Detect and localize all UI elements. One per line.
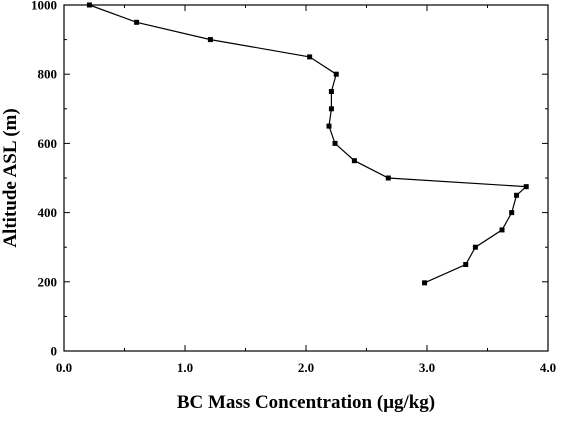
data-point xyxy=(207,37,213,43)
y-tick-label: 600 xyxy=(38,136,58,151)
x-tick-label: 3.0 xyxy=(419,360,435,375)
data-point xyxy=(514,192,520,198)
plot-frame xyxy=(63,4,549,352)
data-point xyxy=(328,89,334,94)
y-tick-label: 1000 xyxy=(31,0,57,13)
data-point xyxy=(333,71,339,77)
data-point xyxy=(472,244,478,250)
data-point xyxy=(523,184,529,190)
y-tick-label: 0 xyxy=(51,344,58,359)
data-point xyxy=(307,54,313,60)
x-tick-label: 1.0 xyxy=(177,360,193,375)
data-point xyxy=(463,262,469,267)
data-point xyxy=(332,140,338,146)
tick-labels: 0.0 1.0 2.0 3.0 4.0 0 200 400 600 800 1000 xyxy=(31,0,556,375)
x-tick-label: 2.0 xyxy=(298,360,314,375)
data-point xyxy=(499,227,505,233)
y-tick-label: 400 xyxy=(38,205,58,220)
data-point xyxy=(351,158,357,164)
x-tick-label: 0.0 xyxy=(56,360,72,375)
data-point xyxy=(422,280,428,286)
y-axis-title: Altitude ASL (m) xyxy=(0,108,21,247)
x-axis-title: BC Mass Concentration (μg/kg) xyxy=(177,392,435,413)
data-point xyxy=(509,210,515,216)
axes xyxy=(63,4,549,352)
series-line xyxy=(89,4,528,284)
ticks xyxy=(63,4,549,352)
data-point xyxy=(328,106,334,112)
data-point xyxy=(86,2,92,8)
x-tick-label: 4.0 xyxy=(540,360,556,375)
data-point xyxy=(326,123,332,129)
data-point xyxy=(385,175,391,181)
series xyxy=(86,2,529,286)
y-tick-label: 800 xyxy=(38,67,58,82)
data-point xyxy=(134,19,140,25)
y-tick-label: 200 xyxy=(38,274,58,289)
